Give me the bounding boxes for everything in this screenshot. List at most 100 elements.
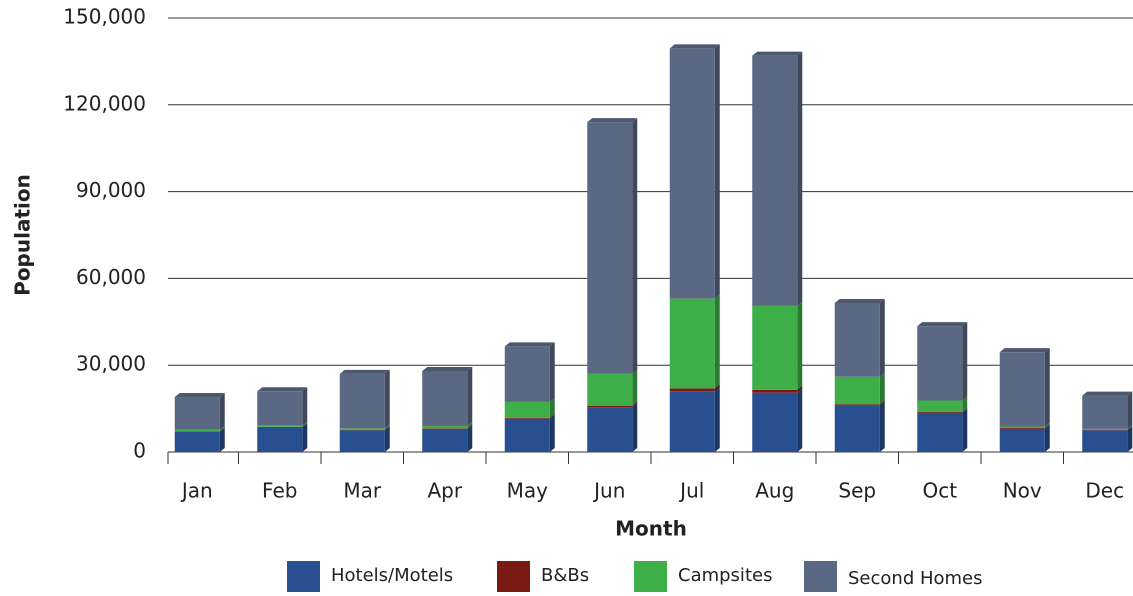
- bar-top: [669, 44, 720, 49]
- x-tick-label: Aug: [755, 479, 794, 503]
- x-tick-label: Jan: [180, 479, 213, 503]
- bar-side: [219, 427, 225, 452]
- bar-segment: [587, 405, 633, 408]
- bar-side: [714, 384, 720, 392]
- bar-side: [1127, 424, 1133, 430]
- bar-side: [302, 387, 308, 426]
- bar-segment: [752, 392, 798, 452]
- y-tick-label: 30,000: [76, 352, 146, 376]
- bar-segment: [422, 428, 468, 452]
- bar-segment: [834, 376, 880, 405]
- bar-segment: [422, 428, 468, 429]
- bar-side: [797, 301, 803, 390]
- bar-segment: [669, 48, 715, 299]
- bar-side: [549, 342, 555, 402]
- bar-segment: [752, 305, 798, 390]
- bar-top: [917, 322, 968, 327]
- bar-segment: [1082, 430, 1128, 452]
- bar-segment: [339, 430, 385, 452]
- bar-side: [962, 408, 968, 413]
- bar-segment: [917, 412, 963, 452]
- bar-side: [1044, 424, 1050, 452]
- bar-side: [467, 421, 473, 429]
- bar-segment: [504, 418, 550, 452]
- bar-side: [1127, 426, 1133, 452]
- x-tick-label: Apr: [427, 479, 462, 503]
- bar-segment: [339, 428, 385, 430]
- bar-side: [302, 421, 308, 427]
- bar-segment: [174, 431, 220, 452]
- bar-side: [632, 401, 638, 408]
- bar-top: [174, 393, 225, 398]
- bar-segment: [587, 407, 633, 452]
- bar-segment: [257, 391, 303, 426]
- bar-side: [549, 397, 555, 418]
- bar-side: [797, 51, 803, 306]
- x-tick-label: Feb: [262, 479, 297, 503]
- y-tick-label: 150,000: [63, 5, 146, 29]
- bar-side: [384, 426, 390, 452]
- bar-segment: [257, 426, 303, 428]
- bar-segment: [339, 373, 385, 429]
- x-tick-label: Sep: [838, 479, 876, 503]
- bar-side: [1127, 425, 1133, 431]
- bar-top: [999, 348, 1050, 353]
- bar-side: [879, 298, 885, 377]
- bar-top: [1082, 391, 1133, 396]
- bar-top: [422, 366, 473, 371]
- bar-top: [834, 298, 885, 303]
- bar-segment: [752, 389, 798, 393]
- bar-segment: [587, 373, 633, 406]
- y-axis-title: Population: [11, 174, 35, 296]
- bar-segment: [174, 431, 220, 432]
- x-axis-title: Month: [615, 517, 687, 541]
- bar-side: [384, 369, 390, 429]
- x-tick-label: Oct: [922, 479, 957, 503]
- bar-side: [632, 369, 638, 406]
- bar-segment: [422, 425, 468, 429]
- bar-side: [467, 424, 473, 429]
- bar-segment: [917, 412, 963, 413]
- legend-label: Second Homes: [848, 568, 983, 589]
- bar-side: [219, 427, 225, 432]
- bar-segment: [917, 326, 963, 401]
- bar-side: [1044, 423, 1050, 429]
- bar-side: [384, 424, 390, 430]
- bar-side: [632, 403, 638, 452]
- legend-swatch: [497, 561, 530, 592]
- bar-side: [632, 118, 638, 374]
- y-tick-label: 120,000: [63, 91, 146, 115]
- bar-side: [797, 385, 803, 393]
- bar-segment: [834, 405, 880, 452]
- bar-segment: [504, 346, 550, 402]
- bar-side: [549, 414, 555, 452]
- bar-side: [714, 294, 720, 389]
- x-tick-label: Dec: [1085, 479, 1124, 503]
- bar-side: [219, 425, 225, 432]
- bar-side: [219, 393, 225, 430]
- bar-top: [587, 118, 638, 123]
- bar-segment: [999, 426, 1045, 428]
- bar-segment: [257, 425, 303, 427]
- legend-label: Hotels/Motels: [331, 565, 453, 586]
- bar-side: [1127, 391, 1133, 429]
- bar-segment: [339, 429, 385, 431]
- bar-side: [879, 401, 885, 452]
- bar-segment: [669, 391, 715, 452]
- bar-segment: [504, 401, 550, 418]
- bar-segment: [834, 404, 880, 406]
- bar-segment: [1082, 395, 1128, 429]
- bar-segment: [917, 400, 963, 413]
- bar-side: [879, 372, 885, 405]
- x-tick-label: Jul: [678, 479, 704, 503]
- legend-swatch: [634, 561, 667, 592]
- bar-side: [797, 388, 803, 452]
- bar-side: [302, 423, 308, 452]
- bar-top: [752, 51, 803, 56]
- bar-side: [1044, 422, 1050, 428]
- x-tick-label: May: [507, 479, 549, 503]
- bar-side: [962, 396, 968, 413]
- bar-side: [714, 44, 720, 299]
- bar-segment: [174, 429, 220, 432]
- bar-segment: [504, 417, 550, 419]
